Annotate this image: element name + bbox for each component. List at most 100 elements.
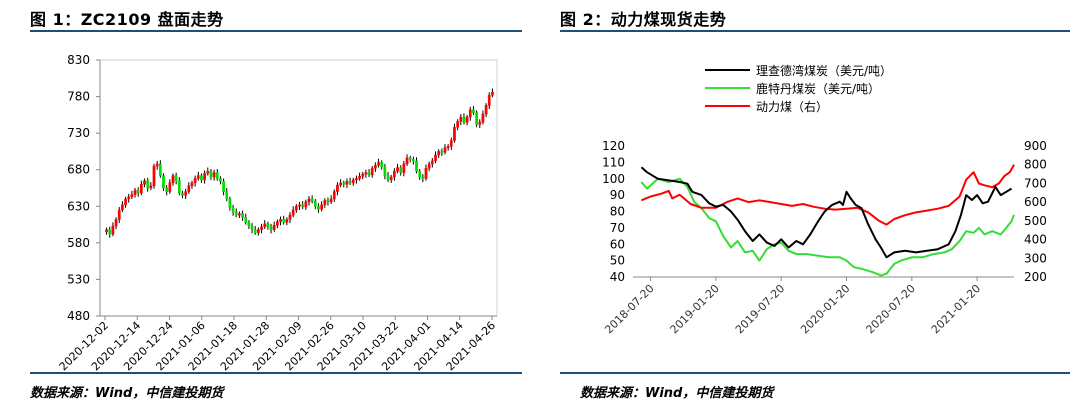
candle-body [121,204,124,211]
candle-body [465,116,469,123]
candle-body [288,214,292,220]
series-line-rotterdam [640,177,1015,277]
candle-body [184,191,188,196]
candle-body [424,168,428,179]
right-source-note: 数据来源：Wind，中信建投期货 [580,386,774,401]
candle-body [190,182,194,187]
candle-body [193,178,197,184]
candle-body [181,192,184,196]
candle-body [133,189,137,195]
candle-body [386,175,390,181]
legend-item-richards-bay: 理查德湾煤炭（美元/吨） [756,63,892,78]
candle-body [383,166,387,176]
left-y-tick-label: 60 [610,237,625,251]
candle-body [310,198,314,202]
candle-body [487,94,491,106]
legend-item-rotterdam: 鹿特丹煤炭（美元/吨） [756,81,880,96]
y-tick-label: 830 [67,53,90,67]
candle-body [393,170,396,178]
candle-body [212,172,216,178]
candle-body [389,176,393,181]
candle-body [332,191,336,200]
right-y-tick-label: 600 [1024,195,1047,209]
candle-body [294,206,298,211]
right-y-tick-label: 800 [1024,158,1047,172]
candle-body [140,184,143,194]
x-tick-label: 2018-07-20 [602,282,656,336]
candle-body [238,213,241,216]
candle-body [187,185,191,192]
candle-body [326,200,330,203]
candle-body [130,194,134,198]
right-y-tick-label: 300 [1024,251,1047,265]
candle-body [307,198,311,203]
candle-body [257,229,260,233]
candle-body [114,219,118,227]
candle-body [108,229,112,235]
series-line-richards-bay [640,166,1013,259]
candle-body [440,151,444,154]
candle-body [358,176,361,179]
candle-body [168,182,172,192]
candle-body [269,226,273,230]
candle-body [272,225,276,230]
candle-body [418,170,422,178]
candle-body [105,229,108,233]
right-title-rule [560,30,1070,32]
left-y-tick-label: 120 [602,139,625,153]
candle-body [453,127,456,141]
candle-body [313,200,317,207]
candle-body [405,157,409,165]
y-tick-label: 630 [67,199,90,213]
candle-body [370,168,374,176]
candle-body [317,206,320,210]
left-y-tick-label: 50 [610,254,625,268]
candle-body [203,173,206,181]
candle-body [250,225,254,230]
candle-body [244,217,248,223]
candle-body [149,185,153,189]
candle-body [200,175,203,181]
x-tick-label: 2019-07-20 [733,282,787,336]
candle-body [408,157,412,160]
left-title-rule [30,30,522,32]
candle-body [462,116,466,123]
candle-body [449,140,453,147]
candle-body [336,184,339,192]
candle-body [241,213,244,218]
candle-body [472,109,475,113]
candle-body [225,191,229,200]
candle-body [209,170,213,178]
legend-item-thermal-coal: 动力煤（右） [756,99,828,114]
candle-body [291,209,295,216]
candle-body [158,163,162,176]
candle-body [339,182,342,186]
plot-frame [99,59,498,317]
candle-body [415,160,418,172]
candle-body [111,225,115,235]
candle-body [124,198,127,206]
candle-body [361,173,365,177]
y-tick-label: 580 [67,236,90,250]
candle-body [276,221,279,226]
candle-body [155,163,159,167]
candle-body [127,196,131,200]
candle-body [320,204,323,210]
candle-body [301,204,305,208]
candle-body [446,146,450,149]
left-y-tick-label: 70 [610,221,625,235]
candle-body [475,112,478,125]
candle-body [177,180,181,194]
candle-body [437,151,441,156]
candle-body [374,165,377,169]
candle-body [215,172,219,179]
y-tick-label: 680 [67,163,90,177]
left-y-tick-label: 80 [610,205,625,219]
line-chart: 理查德湾煤炭（美元/吨） 鹿特丹煤炭（美元/吨） 动力煤（右） 40 50 60 70 80… [602,63,1047,336]
candle-body [434,154,437,162]
candle-body [231,207,235,213]
right-y-tick-label: 700 [1024,176,1047,190]
candle-body [222,181,225,192]
y-tick-label: 730 [67,126,90,140]
